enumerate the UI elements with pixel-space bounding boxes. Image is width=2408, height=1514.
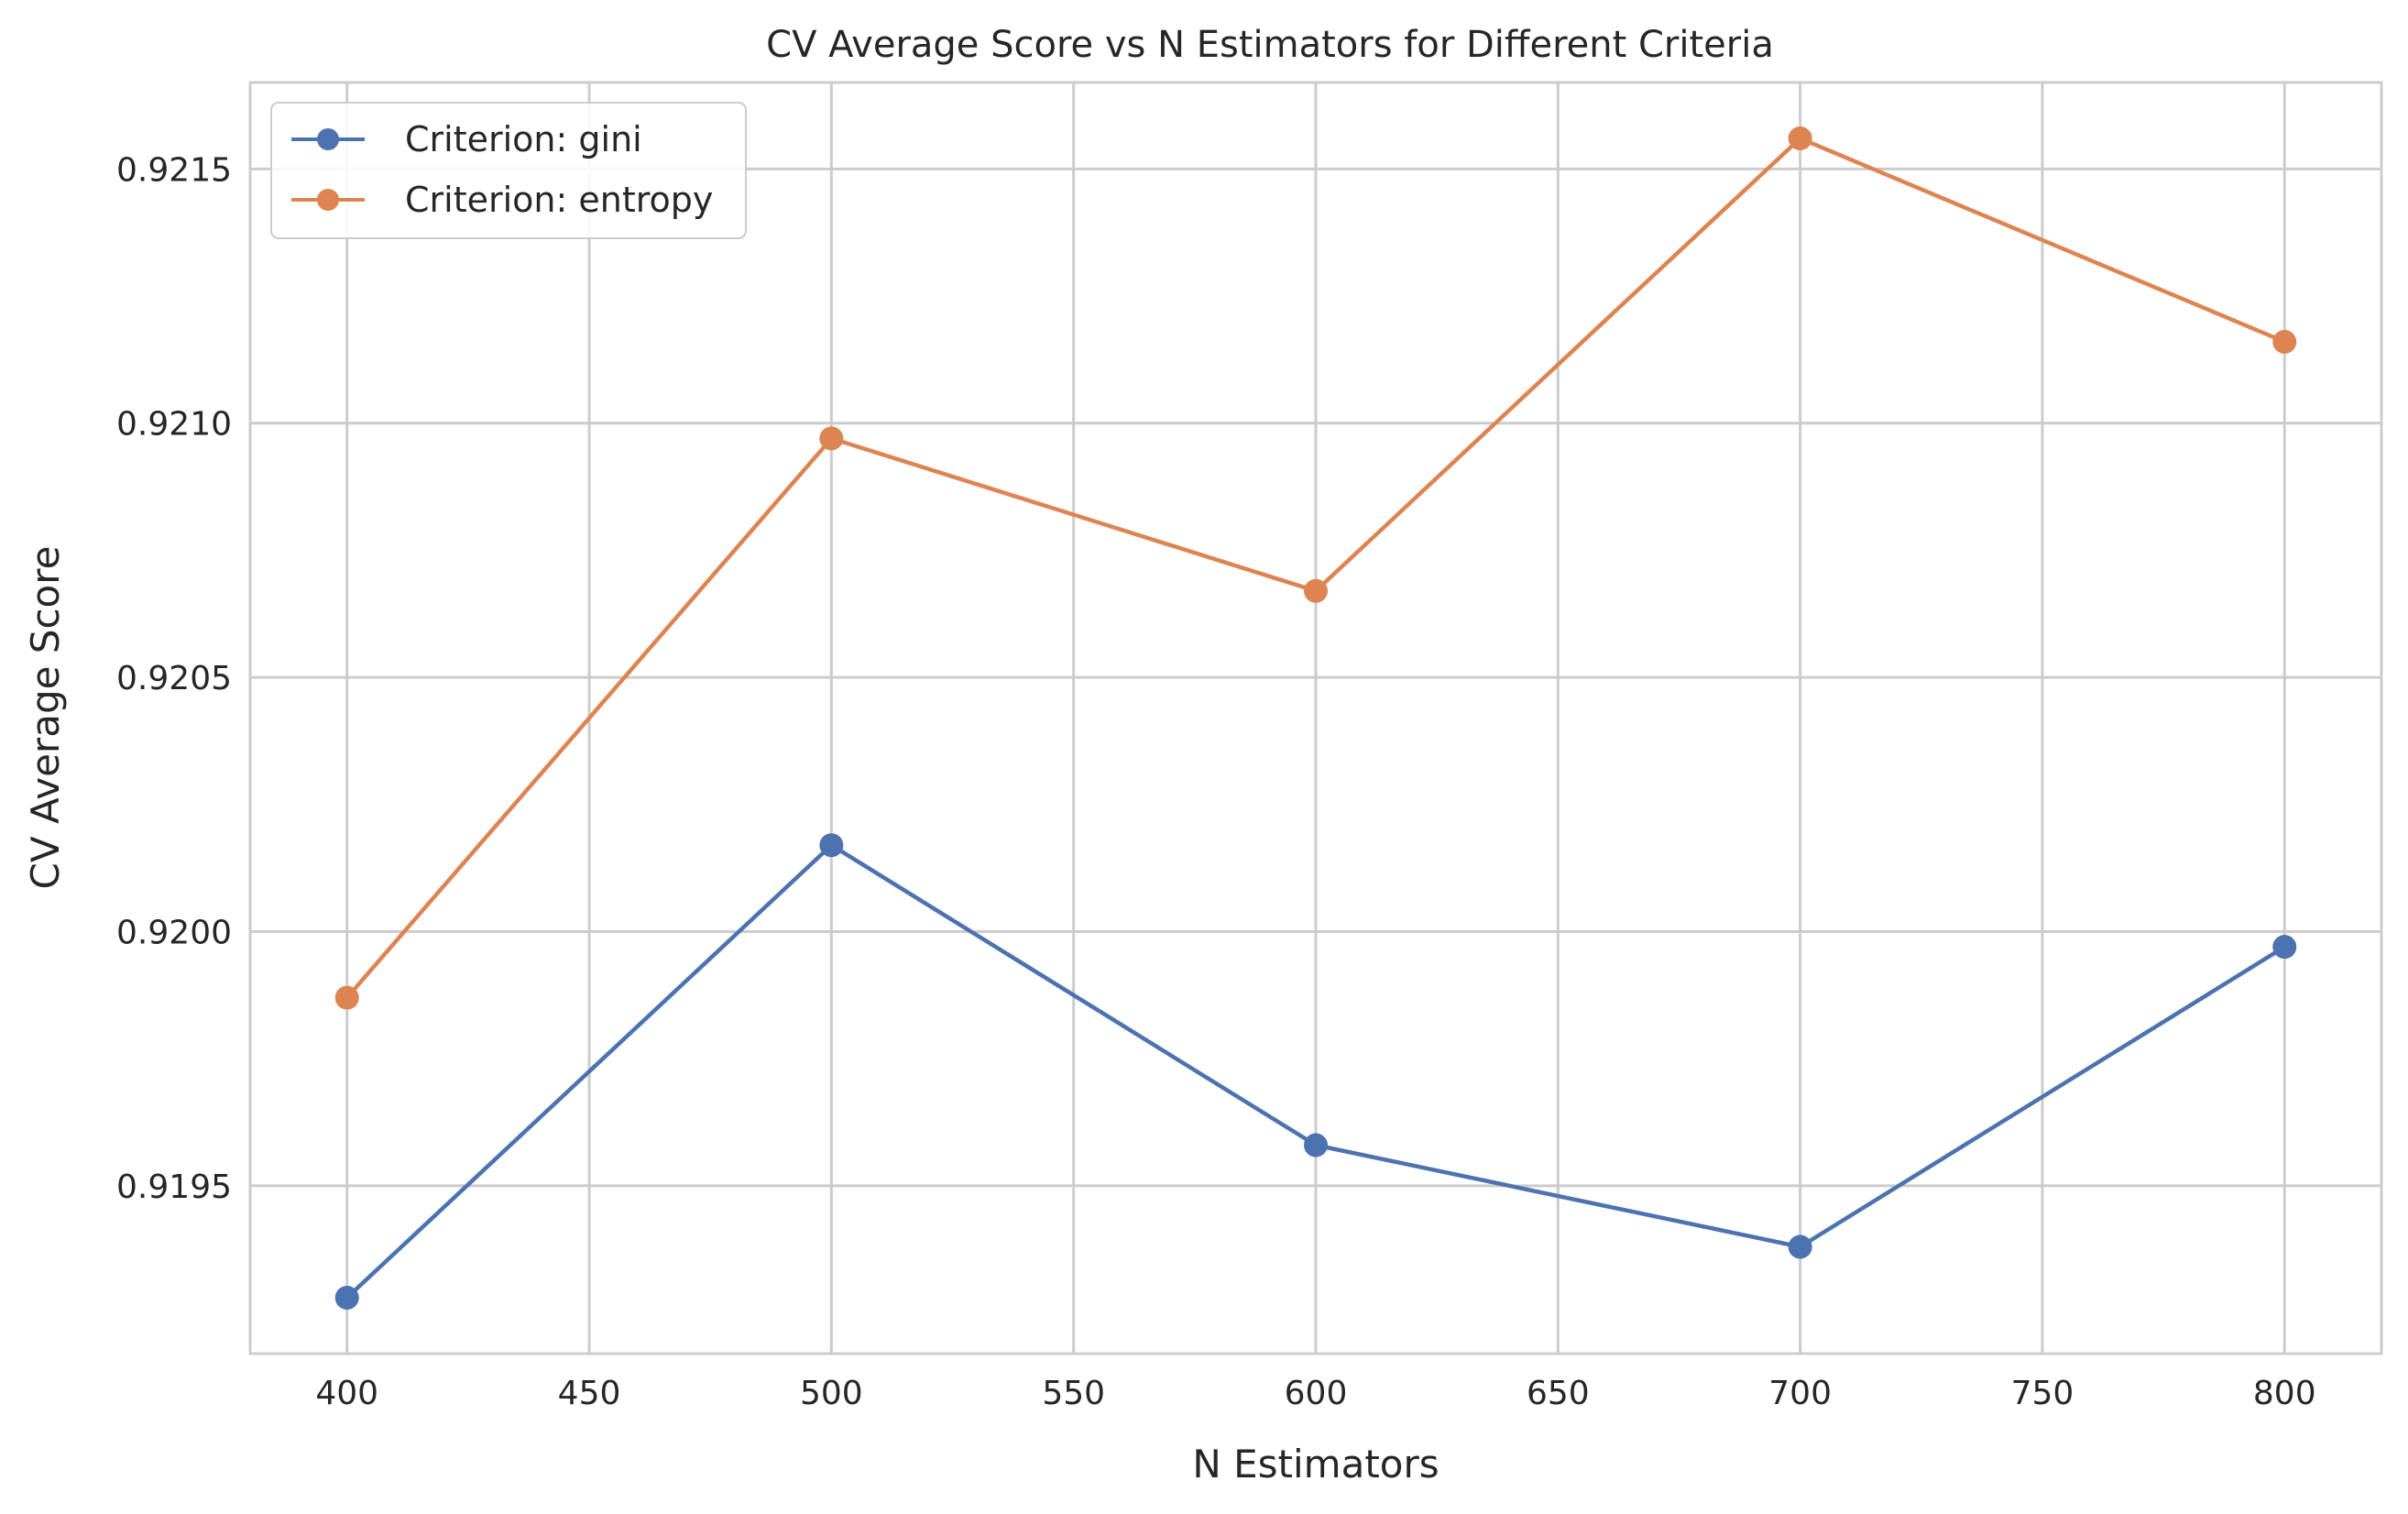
plot-frame xyxy=(248,81,2383,1355)
legend-marker-gini xyxy=(317,128,339,150)
data-point-gini xyxy=(334,1285,359,1310)
y-axis-ticks: 0.9195 0.9200 0.9205 0.9210 0.9215 xyxy=(116,151,232,1206)
series-entropy xyxy=(334,126,2297,1010)
x-tick-label: 800 xyxy=(2253,1375,2316,1412)
y-axis-label: CV Average Score xyxy=(23,546,68,890)
legend-item-gini: Criterion: gini xyxy=(291,119,642,159)
data-point-gini xyxy=(1304,1133,1328,1157)
x-tick-label: 400 xyxy=(315,1375,378,1412)
data-point-entropy xyxy=(819,426,844,451)
x-tick-label: 600 xyxy=(1285,1375,1348,1412)
x-axis-label: N Estimators xyxy=(1192,1442,1439,1487)
legend-box xyxy=(270,102,747,239)
series-layer xyxy=(334,126,2297,1310)
data-point-gini xyxy=(2272,935,2297,960)
chart-title: CV Average Score vs N Estimators for Dif… xyxy=(766,24,1774,66)
legend-label-entropy: Criterion: entropy xyxy=(405,180,713,220)
legend-marker-entropy xyxy=(317,189,339,211)
series-gini xyxy=(334,833,2297,1310)
x-axis-ticks: 400 450 500 550 600 650 700 750 800 xyxy=(315,1375,2315,1412)
x-tick-label: 550 xyxy=(1042,1375,1105,1412)
legend-label-gini: Criterion: gini xyxy=(405,119,642,159)
data-point-entropy xyxy=(1304,578,1328,603)
legend: Criterion: gini Criterion: entropy xyxy=(270,102,747,239)
y-tick-label: 0.9215 xyxy=(116,151,232,189)
data-point-gini xyxy=(1788,1234,1812,1259)
y-tick-label: 0.9205 xyxy=(116,660,232,697)
y-tick-label: 0.9200 xyxy=(116,915,232,952)
x-tick-label: 450 xyxy=(558,1375,621,1412)
grid xyxy=(250,82,2381,1354)
data-point-entropy xyxy=(334,985,359,1010)
x-tick-label: 750 xyxy=(2011,1375,2074,1412)
x-tick-label: 500 xyxy=(800,1375,863,1412)
data-point-entropy xyxy=(2272,329,2297,354)
data-point-gini xyxy=(819,833,844,858)
x-tick-label: 650 xyxy=(1527,1375,1590,1412)
y-tick-label: 0.9195 xyxy=(116,1168,232,1206)
x-tick-label: 700 xyxy=(1768,1375,1832,1412)
data-point-entropy xyxy=(1788,126,1812,151)
legend-item-entropy: Criterion: entropy xyxy=(291,180,713,220)
y-tick-label: 0.9210 xyxy=(116,406,232,444)
